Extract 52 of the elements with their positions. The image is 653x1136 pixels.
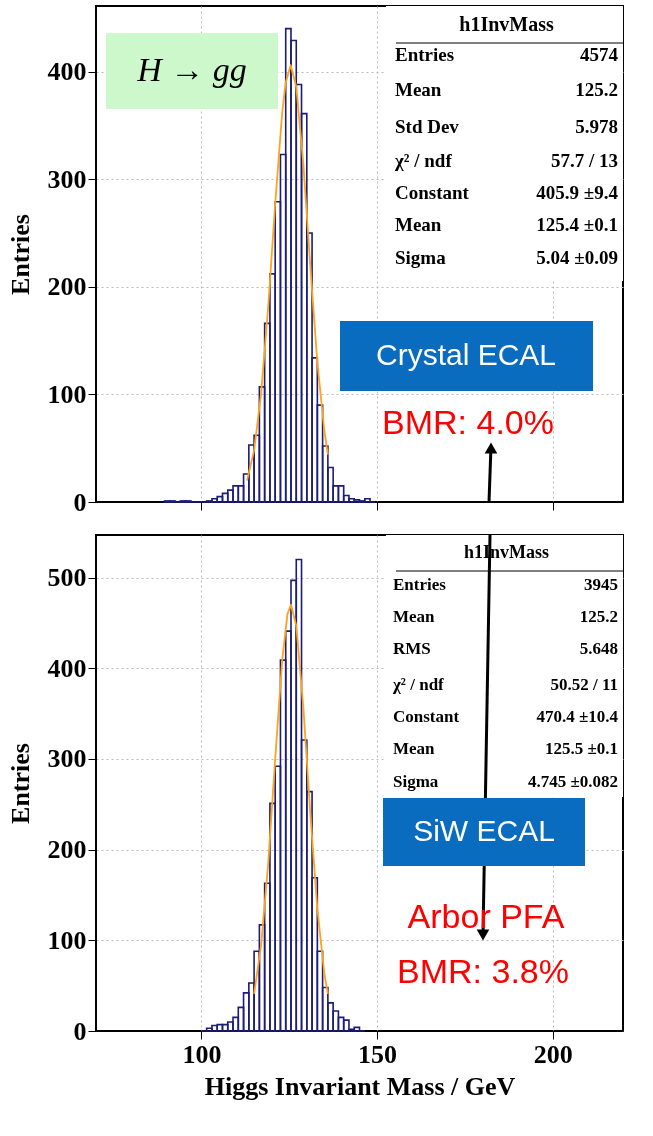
annotation: Entries [395,44,455,65]
annotation: Mean [393,739,436,758]
line-series [253,603,329,995]
y-tick-label: 300 [47,744,87,774]
x-tick-label: 150 [358,1039,398,1069]
y-tick-label: 400 [47,57,87,87]
annotation: h1InvMass [459,13,554,35]
annotation: BMR: 3.8% [397,952,569,990]
annotation: 4574 [580,44,619,65]
annotation: Crystal ECAL [375,338,557,371]
annotation: RMS [393,639,431,658]
annotation: BMR: 4.0% [382,403,554,441]
annotation: Entries [393,575,447,594]
x-tick-label: 200 [533,1039,573,1069]
annotation: Mean [395,79,442,100]
y-tick-label: 200 [47,835,87,865]
annotation: 3945 [584,575,618,594]
annotation: Constant [395,182,470,203]
y-tick-label: 100 [47,925,87,955]
annotation: 125.2 [575,79,618,100]
annotation: χ² / ndf [392,675,445,694]
y-axis-title: Entries [5,214,35,295]
annotation: χ² / ndf [394,150,453,171]
annotation: 125.5 ±0.1 [544,739,618,758]
annotation: 470.4 ±10.4 [536,707,619,726]
annotation: Mean [393,607,436,626]
annotation: 5.648 [579,639,618,658]
annotation: 125.2 [579,607,618,626]
annotation: 50.52 / 11 [550,675,618,694]
y-tick-label: 400 [47,653,87,683]
annotation: SiW ECAL [413,814,555,847]
annotation: Std Dev [395,116,460,137]
annotation: 5.978 [575,116,618,137]
y-tick-label: 500 [47,563,87,593]
annotation: Mean [395,214,442,235]
y-axis-title: Entries [5,743,35,824]
annotation: 57.7 / 13 [550,150,618,171]
y-tick-label: 0 [73,487,87,517]
annotation: H → gg [136,51,247,88]
y-tick-label: 0 [73,1016,87,1046]
annotation: Sigma [395,247,447,268]
y-tick-label: 100 [47,379,87,409]
annotation: 125.4 ±0.1 [536,214,618,235]
annotation: Constant [393,707,460,726]
x-axis-title: Higgs Invariant Mass / GeV [204,1071,516,1101]
y-tick-label: 200 [47,272,87,302]
annotation: 5.04 ±0.09 [536,247,618,268]
annotation: 4.745 ±0.082 [527,772,618,791]
annotation: 405.9 ±9.4 [536,182,619,203]
x-tick-label: 100 [182,1039,222,1069]
y-tick-label: 300 [47,164,87,194]
annotation: Sigma [393,772,439,791]
